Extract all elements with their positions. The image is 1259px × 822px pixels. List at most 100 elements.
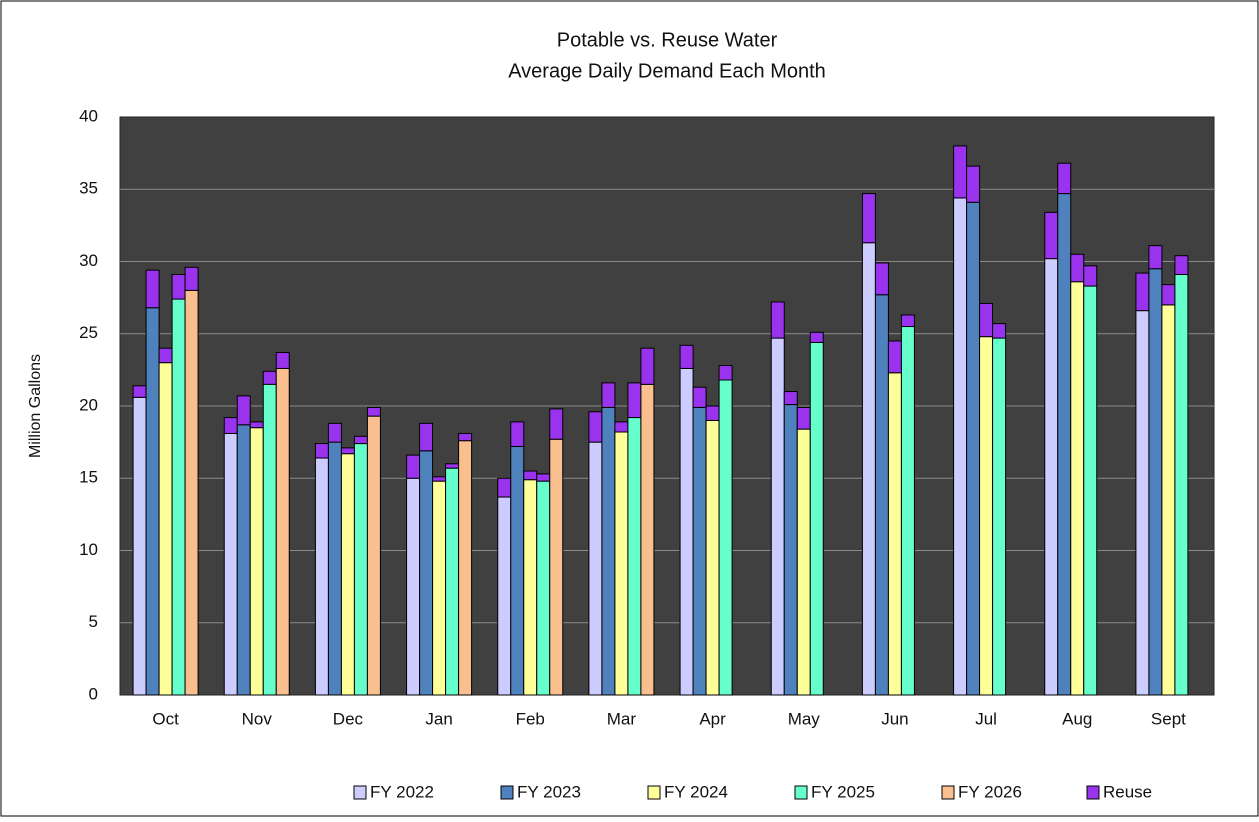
bar	[692, 406, 707, 696]
y-tick-label: 20	[79, 395, 98, 414]
reuse-bar	[614, 421, 629, 433]
y-axis-label: Million Gallons	[27, 354, 44, 458]
legend-label: Reuse	[1103, 782, 1152, 801]
reuse-bar	[1135, 272, 1150, 312]
reuse-bar	[340, 447, 355, 455]
bar	[1161, 304, 1176, 696]
bar	[510, 445, 525, 696]
bar	[132, 396, 147, 696]
bar	[1174, 274, 1189, 696]
x-tick-label: Dec	[333, 709, 364, 728]
reuse-bar	[601, 382, 616, 408]
reuse-bar	[275, 352, 290, 369]
bar	[419, 450, 434, 696]
bar	[718, 379, 733, 696]
legend-label: FY 2025	[811, 782, 875, 801]
bar	[601, 406, 616, 696]
legend-swatch	[1086, 785, 1100, 800]
bar	[406, 477, 421, 696]
chart-title: Potable vs. Reuse Water	[557, 29, 778, 51]
reuse-bar	[900, 314, 915, 328]
x-tick-label: May	[788, 709, 821, 728]
y-tick-label: 25	[79, 323, 98, 342]
bar	[614, 431, 629, 696]
bar	[497, 496, 512, 696]
reuse-bar	[1174, 255, 1189, 276]
reuse-bar	[236, 395, 251, 426]
reuse-bar	[549, 408, 564, 440]
x-tick-label: Feb	[516, 709, 545, 728]
reuse-bar	[145, 269, 160, 309]
bar	[679, 367, 694, 696]
bar	[979, 336, 994, 696]
reuse-bar	[770, 301, 785, 339]
legend-swatch	[500, 785, 514, 800]
reuse-bar	[705, 405, 720, 421]
reuse-bar	[132, 385, 147, 398]
x-tick-label: Jul	[975, 709, 997, 728]
reuse-bar	[640, 347, 655, 385]
reuse-bar	[1070, 253, 1085, 283]
reuse-bar	[314, 443, 329, 459]
legend-label: FY 2023	[517, 782, 581, 801]
reuse-bar	[1148, 245, 1163, 270]
bar	[275, 367, 290, 696]
bar	[184, 289, 199, 696]
bar	[340, 453, 355, 696]
bar	[145, 307, 160, 696]
reuse-bar	[366, 406, 381, 417]
reuse-bar	[497, 477, 512, 498]
reuse-bar	[979, 302, 994, 338]
reuse-bar	[1083, 265, 1098, 287]
bar	[705, 419, 720, 696]
bar	[262, 383, 277, 696]
bar	[236, 424, 251, 696]
bar	[887, 372, 902, 696]
reuse-bar	[158, 347, 173, 364]
bar	[796, 428, 811, 696]
reuse-bar	[1044, 211, 1059, 260]
reuse-bar	[510, 421, 525, 447]
y-tick-label: 30	[79, 251, 98, 270]
bar	[432, 480, 447, 696]
reuse-bar	[796, 406, 811, 430]
legend-swatch	[941, 785, 955, 800]
reuse-bar	[692, 386, 707, 408]
legend-label: FY 2024	[664, 782, 728, 801]
bar	[1044, 258, 1059, 696]
reuse-bar	[184, 266, 199, 291]
bar	[1057, 193, 1072, 696]
reuse-bar	[353, 435, 368, 445]
bar	[249, 427, 264, 696]
bar	[536, 480, 551, 696]
x-tick-label: Mar	[607, 709, 637, 728]
bar	[458, 440, 473, 696]
y-tick-label: 10	[79, 540, 98, 559]
reuse-bar	[419, 422, 434, 452]
reuse-bar	[783, 391, 798, 406]
reuse-bar	[262, 370, 277, 385]
reuse-bar	[887, 340, 902, 374]
bar	[1148, 268, 1163, 696]
bar	[627, 417, 642, 696]
x-tick-label: Aug	[1062, 709, 1092, 728]
bar	[640, 383, 655, 696]
reuse-bar	[445, 463, 460, 469]
bar	[523, 479, 538, 696]
bar	[1083, 285, 1098, 696]
reuse-bar	[861, 193, 876, 244]
bar	[861, 242, 876, 696]
reuse-bar	[536, 473, 551, 482]
reuse-bar	[523, 470, 538, 481]
bar	[314, 457, 329, 696]
reuse-bar	[1161, 284, 1176, 306]
bar	[223, 432, 238, 696]
x-tick-label: Apr	[699, 709, 726, 728]
bar	[158, 362, 173, 696]
bar	[874, 294, 889, 696]
y-tick-label: 40	[79, 106, 98, 125]
bar	[588, 441, 603, 696]
y-tick-label: 35	[79, 179, 98, 198]
reuse-bar	[809, 331, 824, 343]
bar	[171, 298, 186, 696]
